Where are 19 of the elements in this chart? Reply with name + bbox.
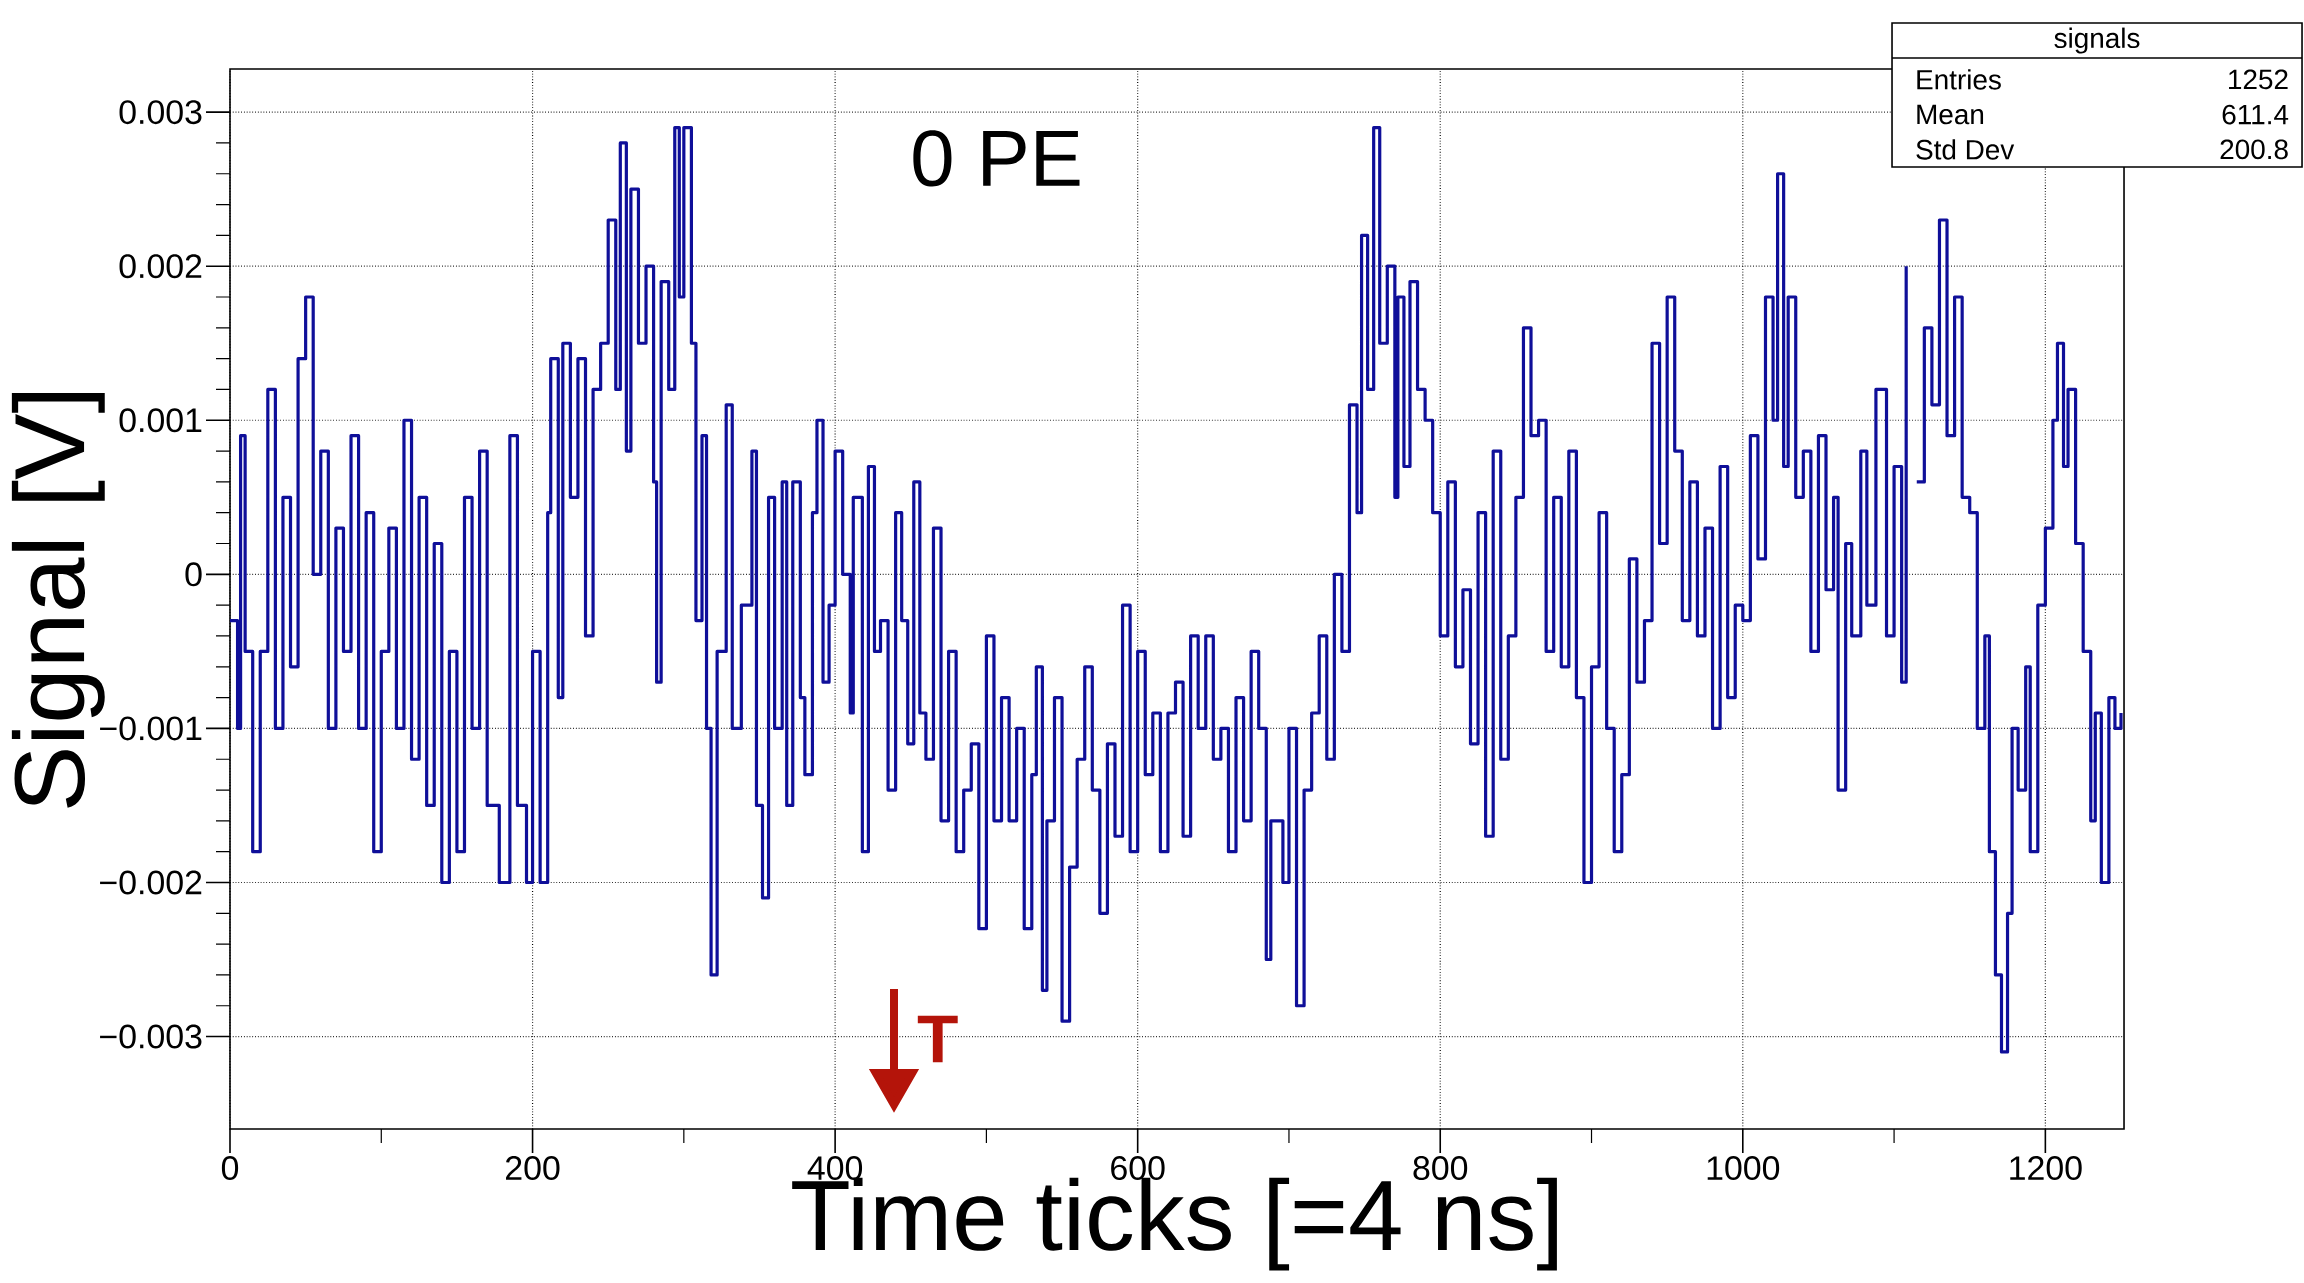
x-tick-label: 0: [221, 1156, 239, 1181]
y-tick-label: −0.002: [100, 870, 202, 895]
annotation: T: [917, 1015, 958, 1063]
x-tick-label: 200: [506, 1156, 560, 1181]
text: signals: [2054, 27, 2140, 54]
y-tick-label: 0.001: [119, 408, 202, 433]
y-tick-label: 0.002: [119, 254, 202, 279]
text: 611.4: [2222, 104, 2289, 125]
annotation: Entries: [1917, 69, 2001, 90]
x-tick-label: 1000: [1707, 1156, 1780, 1181]
annotation: Mean: [1917, 104, 1984, 125]
y-tick-label: 0: [185, 562, 202, 587]
y-tick-label: −0.003: [100, 1024, 202, 1049]
text: 200.8: [2220, 139, 2288, 160]
annotation: Std Dev: [1916, 139, 2015, 160]
y-tick-label: 0.003: [119, 100, 202, 125]
annotation: 0 PE: [913, 130, 1080, 187]
x-tick-label: 1200: [2010, 1156, 2082, 1181]
text: 1252: [2229, 69, 2288, 90]
